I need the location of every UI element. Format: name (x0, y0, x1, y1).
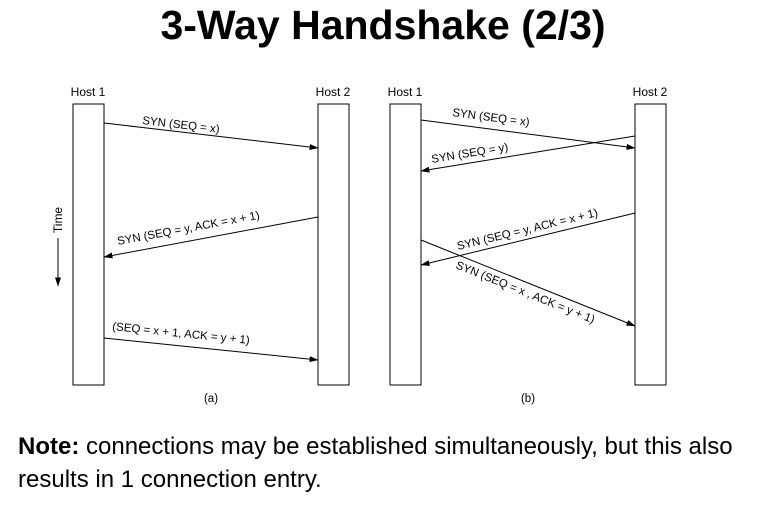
time-axis-label: Time (51, 207, 65, 234)
panel-a-msg2-arrow (103, 216, 319, 259)
panel-b-caption: (b) (521, 393, 535, 405)
panel-a-msg1-label: SYN (SEQ = x) (142, 115, 221, 136)
panel-b-host1-label: Host 1 (388, 85, 423, 99)
panel-a-msg1-arrow (103, 122, 319, 150)
panel-b-msg3-arrow (420, 212, 636, 266)
panel-b-msg4-label: SYN (SEQ = x , ACK = y + 1) (454, 260, 597, 327)
panel-b-msg4-arrow (420, 239, 636, 327)
note-text: Note: connections may be established sim… (18, 430, 758, 496)
panel-a-msg3-label: (SEQ = x + 1, ACK = y + 1) (112, 321, 251, 347)
slide-title: 3-Way Handshake (2/3) (160, 2, 606, 48)
panel-a-msg2-label: SYN (SEQ = y, ACK = x + 1) (116, 210, 260, 248)
panel-a-host2-timeline (317, 103, 350, 386)
note-body: connections may be established simultane… (18, 433, 733, 493)
panel-a-msg3-arrow (103, 337, 319, 363)
panel-b-msg2-arrow (420, 135, 636, 173)
panel-a-host1-label: Host 1 (71, 85, 106, 99)
panel-b-msg3-label: SYN (SEQ = y, ACK = x + 1) (456, 207, 599, 253)
panel-b-host2-label: Host 2 (633, 85, 668, 99)
panel-a-caption: (a) (204, 393, 218, 405)
panel-b-msg2-label: SYN (SEQ = y) (431, 142, 510, 166)
panel-b-host2-timeline (634, 103, 667, 386)
panel-b-host1-timeline (389, 103, 422, 386)
panel-a-host1-timeline (72, 103, 105, 386)
panel-a-host2-label: Host 2 (316, 85, 351, 99)
panel-b-msg1-arrow (420, 119, 636, 150)
note-label: Note: (18, 433, 80, 460)
